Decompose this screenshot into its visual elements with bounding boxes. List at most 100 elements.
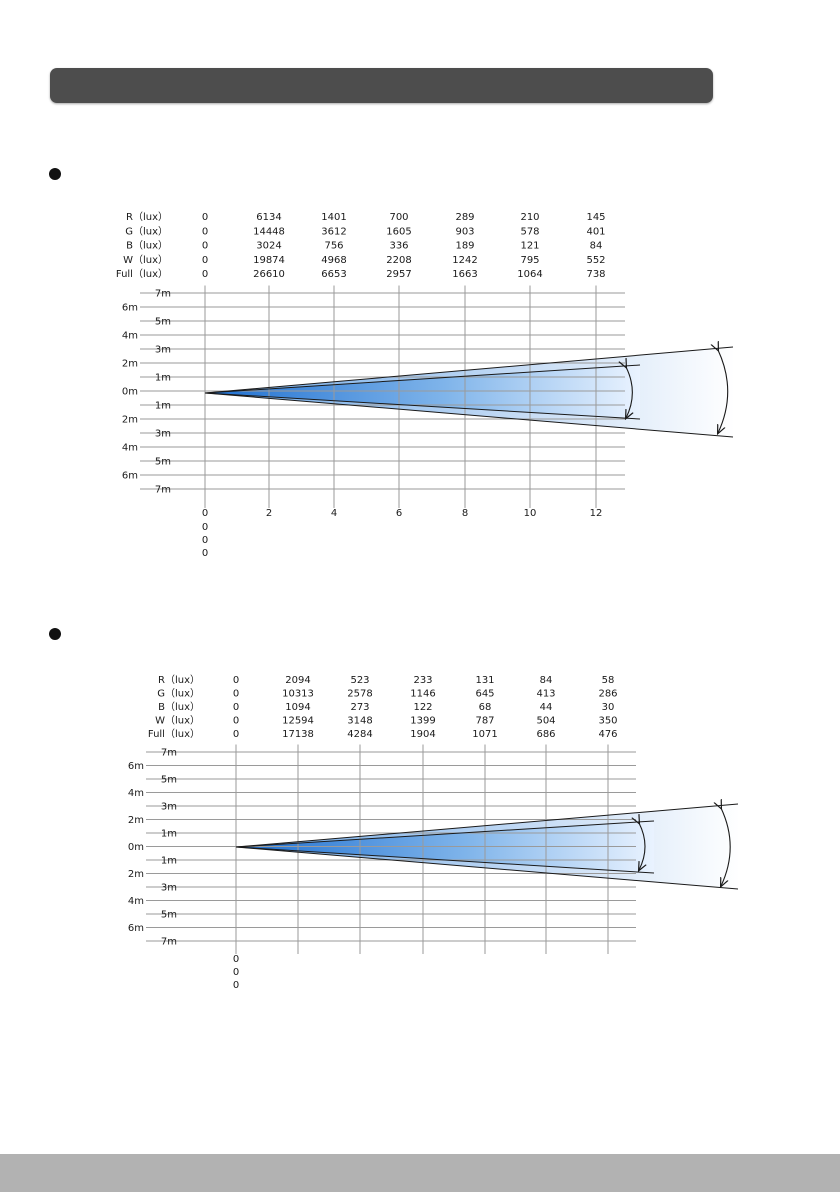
d1-y-label-right: 7m xyxy=(155,289,171,300)
d2-lux-value: 0 xyxy=(233,675,239,686)
d1-zero-label: 0 xyxy=(202,548,208,559)
d1-x-tick-label: 10 xyxy=(524,508,537,519)
d1-lux-value: 4968 xyxy=(321,255,346,266)
d1-y-label-right: 1m xyxy=(155,401,171,412)
d1-zero-label: 0 xyxy=(202,522,208,533)
d1-lux-value: 336 xyxy=(389,241,408,252)
d2-lux-value: 0 xyxy=(233,716,239,727)
d1-row-label: B（lux） xyxy=(126,240,168,252)
d1-field-angle-arc xyxy=(718,350,729,433)
d1-x-tick-label: 0 xyxy=(202,508,208,519)
d2-y-label-right: 5m xyxy=(161,775,177,786)
d2-lux-value: 645 xyxy=(475,689,494,700)
d2-lux-value: 233 xyxy=(413,675,432,686)
d1-x-tick-label: 2 xyxy=(266,508,272,519)
d2-zero-label: 0 xyxy=(233,954,239,965)
d2-lux-value: 58 xyxy=(602,675,615,686)
d1-lux-value: 552 xyxy=(586,255,605,266)
d1-lux-value: 1605 xyxy=(386,226,411,237)
section-bullet-1 xyxy=(49,168,61,180)
d2-lux-value: 1071 xyxy=(472,729,497,740)
section-header-bar xyxy=(50,68,713,103)
d1-row-label: W（lux） xyxy=(123,254,168,266)
d2-lux-value: 350 xyxy=(598,716,617,727)
d2-lux-value: 2094 xyxy=(285,675,310,686)
d2-beam-edge xyxy=(235,803,739,848)
d2-y-label-left: 4m xyxy=(128,788,144,799)
d2-y-label-left: 0m xyxy=(128,842,144,853)
d1-y-label-left: 4m xyxy=(122,443,138,454)
d1-zero-label: 0 xyxy=(202,535,208,546)
d2-lux-value: 0 xyxy=(233,729,239,740)
d1-lux-value: 0 xyxy=(202,226,208,237)
d2-lux-value: 2578 xyxy=(347,689,372,700)
d1-lux-value: 738 xyxy=(586,269,605,280)
d1-lux-value: 903 xyxy=(455,226,474,237)
d1-lux-value: 84 xyxy=(590,241,603,252)
d1-lux-value: 6653 xyxy=(321,269,346,280)
d1-lux-value: 189 xyxy=(455,241,474,252)
d1-lux-value: 210 xyxy=(520,212,539,223)
d2-lux-value: 0 xyxy=(233,689,239,700)
d2-lux-value: 30 xyxy=(602,702,615,713)
d2-y-label-right: 1m xyxy=(161,856,177,867)
d2-lux-value: 3148 xyxy=(347,716,372,727)
d2-lux-value: 476 xyxy=(598,729,617,740)
d1-lux-value: 756 xyxy=(324,241,343,252)
d1-lux-value: 121 xyxy=(520,241,539,252)
d2-row-label: G（lux） xyxy=(157,688,200,700)
d2-y-label-left: 2m xyxy=(128,815,144,826)
d1-lux-value: 2208 xyxy=(386,255,411,266)
d2-lux-value: 286 xyxy=(598,689,617,700)
d1-lux-value: 700 xyxy=(389,212,408,223)
d1-x-tick-label: 8 xyxy=(462,508,468,519)
d2-y-label-right: 3m xyxy=(161,802,177,813)
d1-lux-value: 401 xyxy=(586,226,605,237)
d2-zero-label: 0 xyxy=(233,980,239,991)
d1-beam-edge xyxy=(204,346,734,394)
d1-lux-value: 3612 xyxy=(321,226,346,237)
d1-beam-angle-arc xyxy=(626,367,632,418)
d1-x-tick-label: 12 xyxy=(590,508,603,519)
d1-lux-value: 19874 xyxy=(253,255,285,266)
d2-lux-value: 0 xyxy=(233,702,239,713)
section-bullet-2 xyxy=(49,628,61,640)
d2-lux-value: 504 xyxy=(536,716,555,727)
footer-bar xyxy=(0,1154,840,1192)
d1-y-label-left: 2m xyxy=(122,359,138,370)
d2-row-label: R（lux） xyxy=(158,674,200,686)
d2-lux-value: 523 xyxy=(350,675,369,686)
d2-lux-value: 1146 xyxy=(410,689,435,700)
d2-y-label-right: 5m xyxy=(161,910,177,921)
d1-lux-value: 145 xyxy=(586,212,605,223)
d2-y-label-left: 6m xyxy=(128,923,144,934)
d1-y-label-left: 0m xyxy=(122,387,138,398)
d1-lux-value: 0 xyxy=(202,241,208,252)
d2-lux-value: 10313 xyxy=(282,689,314,700)
d2-lux-value: 17138 xyxy=(282,729,314,740)
d1-y-label-right: 5m xyxy=(155,317,171,328)
d1-lux-value: 14448 xyxy=(253,226,285,237)
d1-lux-value: 289 xyxy=(455,212,474,223)
d1-lux-value: 0 xyxy=(202,212,208,223)
d2-lux-value: 44 xyxy=(540,702,553,713)
d1-lux-value: 0 xyxy=(202,255,208,266)
d1-beam-edge xyxy=(204,364,641,394)
d1-beam-edge xyxy=(204,392,641,420)
d2-y-label-left: 2m xyxy=(128,869,144,880)
d1-y-label-left: 6m xyxy=(122,471,138,482)
d2-y-label-right: 7m xyxy=(161,937,177,948)
d1-y-label-right: 5m xyxy=(155,457,171,468)
d2-lux-value: 122 xyxy=(413,702,432,713)
d1-lux-value: 2957 xyxy=(386,269,411,280)
d1-lux-value: 1242 xyxy=(452,255,477,266)
d1-y-label-left: 2m xyxy=(122,415,138,426)
d1-lux-value: 3024 xyxy=(256,241,281,252)
d1-y-label-left: 4m xyxy=(122,331,138,342)
d1-y-label-left: 6m xyxy=(122,303,138,314)
d2-lux-value: 4284 xyxy=(347,729,372,740)
d2-lux-value: 131 xyxy=(475,675,494,686)
d1-beam-edge xyxy=(204,392,734,438)
d2-lux-value: 787 xyxy=(475,716,494,727)
